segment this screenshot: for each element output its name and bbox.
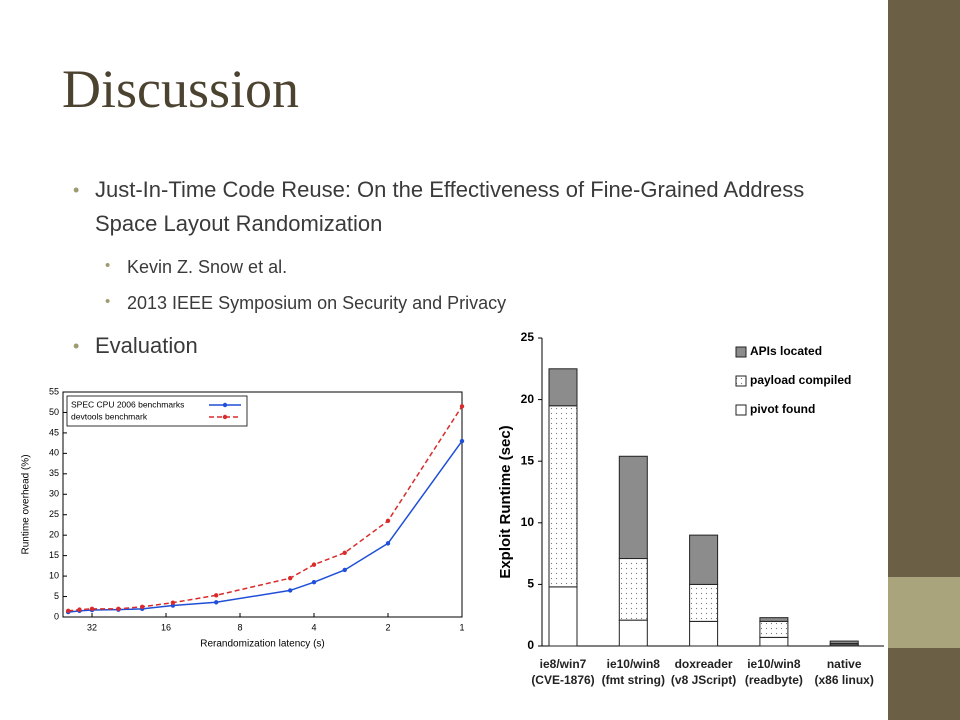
point xyxy=(287,575,293,581)
y-axis-title: Exploit Runtime (sec) xyxy=(497,425,514,578)
legend-swatch xyxy=(735,404,747,416)
series-line xyxy=(68,440,463,613)
bar-segment xyxy=(548,368,578,407)
point xyxy=(77,607,82,612)
point xyxy=(140,604,145,609)
sidebar-stripe xyxy=(888,577,960,648)
bar-segment xyxy=(759,617,789,622)
x-tick-label: 16 xyxy=(161,622,171,632)
legend-label: pivot found xyxy=(750,402,815,416)
x-tick-label: 2 xyxy=(385,622,390,632)
bar-segment xyxy=(618,619,648,647)
y-axis-title: Runtime overhead (%) xyxy=(21,454,32,554)
y-tick-label: 5 xyxy=(54,591,59,601)
x-tick-label: 1 xyxy=(459,622,464,632)
x-tick-label: doxreader (v8 JScript) xyxy=(670,657,737,687)
bullet: Evaluation xyxy=(73,329,198,363)
bar-segment xyxy=(548,405,578,588)
point xyxy=(89,606,95,612)
line-chart: 0 5 10 15 20 25 30 35 40 45 50 55 32 16 8 4 2 1 Rerandomiz… xyxy=(21,386,465,650)
sub-bullet: 2013 IEEE Symposium on Security and Priv… xyxy=(105,293,506,314)
point xyxy=(459,404,465,409)
point xyxy=(116,606,121,612)
legend-swatch xyxy=(735,375,747,387)
y-tick-label: 50 xyxy=(49,407,59,417)
y-tick-label: 10 xyxy=(521,515,535,529)
point xyxy=(385,541,391,546)
x-tick-label: 32 xyxy=(87,622,97,632)
legend-label: SPEC CPU 2006 benchmarks xyxy=(71,399,184,409)
bar-segment xyxy=(759,620,789,638)
point xyxy=(385,518,391,524)
y-tick-label: 25 xyxy=(521,330,535,344)
bar-segment xyxy=(759,636,789,647)
y-tick-label: 5 xyxy=(527,577,534,591)
point xyxy=(311,562,317,567)
point xyxy=(459,438,465,444)
x-axis-title: Rerandomization latency (s) xyxy=(200,639,325,650)
x-tick-label: native (x86 linux) xyxy=(814,657,874,687)
point xyxy=(213,600,219,605)
y-tick-label: 10 xyxy=(49,570,59,580)
x-tick-label: 4 xyxy=(312,622,317,632)
bar-segment xyxy=(618,558,648,621)
legend-label: devtools benchmark xyxy=(71,411,148,421)
y-tick-label: 0 xyxy=(54,611,59,621)
point xyxy=(287,588,293,593)
y-tick-label: 15 xyxy=(521,453,535,467)
point xyxy=(342,567,347,573)
y-tick-label: 30 xyxy=(49,489,59,499)
bar-segment xyxy=(618,455,648,560)
bar-chart-panel: 0 5 10 15 20 25 Exploit Runtime (sec) APIs loca… xyxy=(490,322,888,700)
bar-segment xyxy=(548,586,578,647)
y-tick-label: 15 xyxy=(49,550,59,560)
point xyxy=(170,600,176,605)
line-chart-panel: 0 5 10 15 20 25 30 35 40 45 50 55 32 16 8 4 2 1 Rerandomiz… xyxy=(12,365,490,672)
series-line xyxy=(68,405,463,612)
bar-chart: 0 5 10 15 20 25 Exploit Runtime (sec) APIs loca… xyxy=(497,330,884,652)
bar-segment xyxy=(689,534,719,585)
plot-frame xyxy=(62,391,463,618)
y-tick-label: 55 xyxy=(49,386,59,396)
y-tick-label: 45 xyxy=(49,427,59,437)
legend-marker xyxy=(222,414,228,420)
legend-swatch xyxy=(735,346,747,358)
point xyxy=(342,550,347,555)
legend-marker xyxy=(222,402,228,408)
bar-segment xyxy=(689,620,719,647)
y-tick-label: 25 xyxy=(49,509,59,519)
point xyxy=(311,580,317,585)
point xyxy=(213,593,219,598)
legend-label: payload compiled xyxy=(750,373,851,387)
x-tick-label: 8 xyxy=(238,622,243,632)
bar-segment xyxy=(689,583,719,622)
y-tick-label: 35 xyxy=(49,468,59,478)
x-tick-label: ie10/win8 (readbyte) xyxy=(744,657,803,687)
bar-segment xyxy=(829,640,859,645)
y-tick-label: 20 xyxy=(49,530,59,540)
legend-box xyxy=(66,395,248,427)
x-tick-label: ie8/win7 (CVE-1876) xyxy=(531,657,595,687)
y-tick-label: 40 xyxy=(49,448,59,458)
y-tick-label: 0 xyxy=(527,638,534,652)
slide-title: Discussion xyxy=(62,59,300,119)
sub-bullet: Kevin Z. Snow et al. xyxy=(105,257,287,278)
legend-label: APIs located xyxy=(750,344,822,358)
y-tick-label: 20 xyxy=(521,392,535,406)
x-tick-label: ie10/win8 (fmt string) xyxy=(601,657,665,687)
bullet: Just-In-Time Code Reuse: On the Effectiv… xyxy=(73,173,855,241)
point xyxy=(66,608,71,614)
